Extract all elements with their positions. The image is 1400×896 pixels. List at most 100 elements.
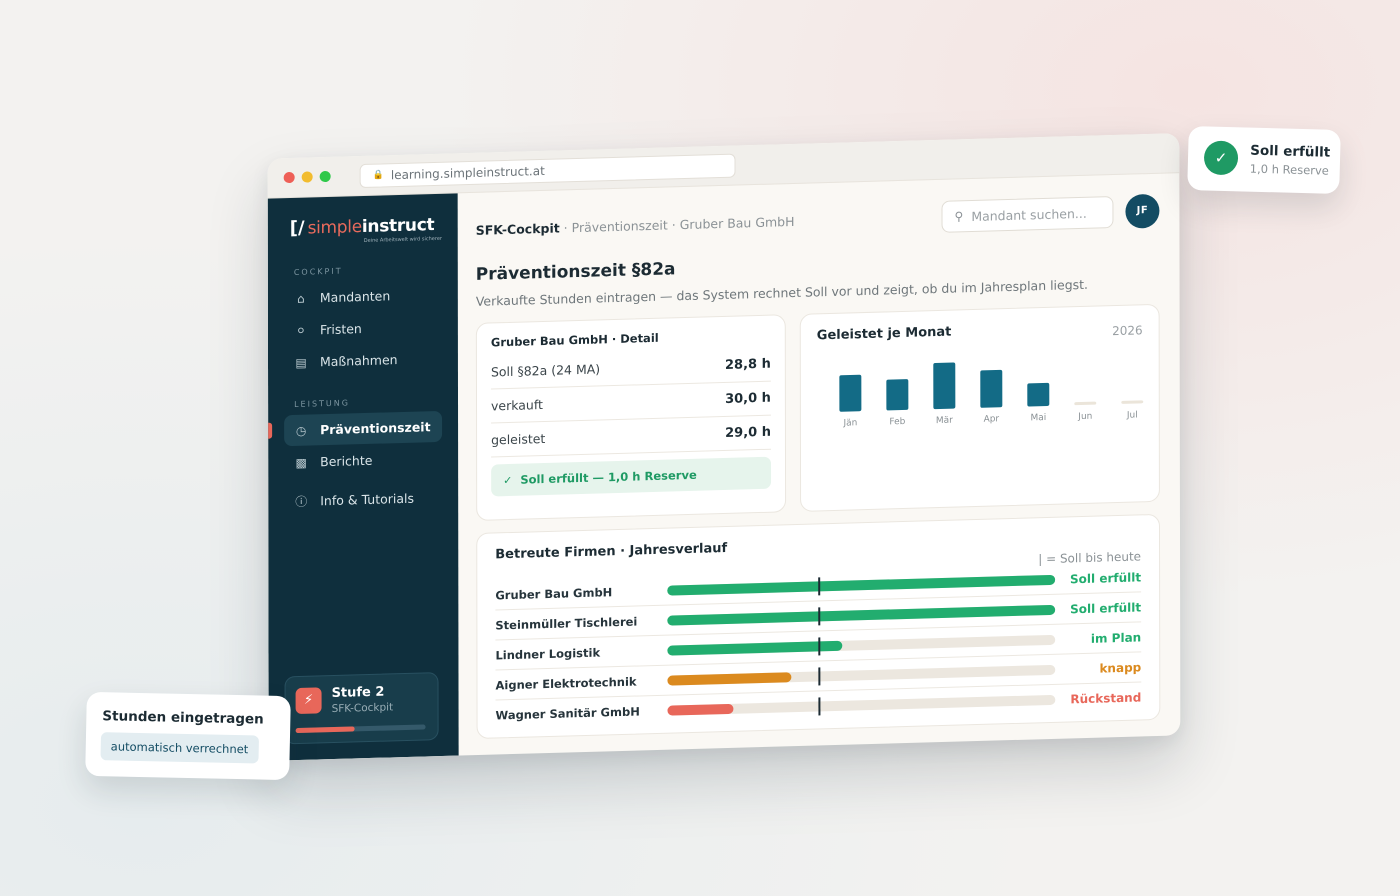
sidebar-item-label: Info & Tutorials [320, 490, 415, 509]
status-badge: Soll erfüllt [1070, 569, 1142, 586]
home-icon: ⌂ [297, 291, 305, 306]
detail-row-value: 29,0 h [725, 424, 771, 441]
progress-track [667, 664, 1056, 686]
detail-row-label: Soll §82a (24 MA) [490, 361, 601, 380]
firm-name: Gruber Bau GmbH [495, 584, 613, 602]
close-window-button[interactable] [283, 171, 295, 184]
chart-tick-label: Feb [889, 417, 905, 427]
logo-instruct: instruct [361, 214, 435, 238]
firm-name: Aigner Elektrotechnik [495, 674, 637, 692]
firm-name: Steinmüller Tischlerei [495, 613, 638, 632]
progress-track [667, 694, 1056, 716]
sidebar-item-fristen[interactable]: ⚪ Fristen [284, 311, 442, 346]
status-badge: im Plan [1090, 629, 1142, 646]
soll-marker [818, 576, 821, 595]
bell-icon: ⚪ [295, 323, 306, 338]
status-badge: knapp [1099, 659, 1142, 676]
progress-fill [667, 671, 792, 686]
progress-track [667, 604, 1056, 626]
breadcrumb-page[interactable]: Präventionszeit [571, 216, 668, 235]
detail-card: Gruber Bau GmbH · Detail Soll §82a (24 M… [475, 314, 787, 521]
chart-tick-label: Apr [984, 414, 1000, 424]
logo-simple: simple [307, 217, 362, 239]
chart-bar[interactable] [933, 362, 956, 410]
app: [/ simple instruct Deine Arbeitswelt wir… [267, 173, 1181, 761]
sidebar-item-label: Präventionszeit [320, 419, 431, 438]
sidebar-item-praeventionszeit[interactable]: ◷ Präventionszeit [284, 410, 443, 447]
stage-title: Stufe 2 [331, 684, 385, 702]
avatar[interactable]: JF [1125, 193, 1160, 229]
section-cockpit: COCKPIT [293, 266, 343, 277]
firm-list: Gruber Bau GmbH Soll erfüllt Steinmüller T… [495, 562, 1141, 730]
sidebar-item-label: Fristen [319, 321, 362, 338]
firms-card: Betreute Firmen · Jahresverlauf | = Soll… [476, 513, 1161, 740]
sidebar-item-berichte[interactable]: ▩ Berichte [284, 443, 442, 478]
chart-tick-label: Jul [1126, 410, 1138, 420]
chart-bar[interactable] [886, 379, 909, 411]
chart-tick-label: Jun [1077, 412, 1092, 422]
sidebar-item-mandanten[interactable]: ⌂ Mandanten [284, 279, 442, 314]
soll-marker [818, 636, 821, 655]
progress-fill [667, 604, 1056, 626]
firm-name: Wagner Sanitär GmbH [495, 704, 640, 723]
progress-track [667, 634, 1056, 656]
clipboard-icon: ▤ [295, 355, 307, 370]
stage-card[interactable]: ⚡ Stufe 2 SFK-Cockpit [284, 672, 439, 745]
bar-chart-icon: ▩ [295, 455, 307, 470]
toast-subtitle: 1,0 h Reserve [1249, 161, 1330, 178]
section-leistung: LEISTUNG [294, 398, 350, 409]
chart-bar[interactable] [839, 374, 862, 412]
check-circle-icon: ✓ [1203, 140, 1239, 176]
soll-marker [818, 666, 821, 685]
breadcrumb-root[interactable]: SFK-Cockpit [475, 219, 560, 238]
detail-row-value: 30,0 h [725, 390, 771, 407]
toast-stunden-eingetragen: Stunden eingetragen automatisch verrechn… [85, 691, 291, 781]
logo-mark: [/ [289, 217, 305, 240]
cards-row: Gruber Bau GmbH · Detail Soll §82a (24 M… [475, 303, 1160, 521]
status-banner-text: Soll erfüllt — 1,0 h Reserve [520, 467, 697, 487]
active-indicator [268, 422, 273, 439]
chart-title: Geleistet je Monat [816, 324, 952, 344]
chart-bar[interactable] [1121, 400, 1144, 404]
stage-progress-fill [295, 726, 355, 734]
sidebar: [/ simple instruct Deine Arbeitswelt wir… [267, 193, 459, 761]
status-badge: Rückstand [1070, 690, 1142, 707]
main-content: SFK-Cockpit · Präventionszeit · Gruber B… [458, 173, 1181, 755]
sidebar-item-label: Berichte [320, 452, 373, 470]
maximize-window-button[interactable] [319, 170, 331, 183]
stage-subtitle: SFK-Cockpit [331, 701, 394, 716]
sidebar-item-info-tutorials[interactable]: ⓘ Info & Tutorials [284, 482, 442, 517]
detail-row-value: 28,8 h [724, 356, 771, 373]
sidebar-item-massnahmen[interactable]: ▤ Maßnahmen [284, 343, 442, 378]
status-banner: ✓ Soll erfüllt — 1,0 h Reserve [491, 456, 772, 497]
toast-title: Soll erfüllt [1250, 142, 1331, 161]
lightning-icon: ⚡ [295, 687, 322, 715]
status-badge: Soll erfüllt [1070, 599, 1142, 616]
bar-chart: Jän Feb Mär Apr Mai Jun Jul [839, 362, 1144, 429]
breadcrumb-client: Gruber Bau GmbH [679, 213, 795, 232]
url-bar[interactable]: 🔒 learning.simpleinstruct.at [359, 153, 736, 188]
minimize-window-button[interactable] [301, 171, 313, 183]
firm-name: Lindner Logistik [495, 645, 601, 662]
search-icon: ⚲ [954, 209, 964, 224]
chart-bar[interactable] [1074, 401, 1097, 406]
chart-year: 2026 [1112, 323, 1143, 339]
chart-tick-label: Jän [842, 418, 857, 428]
chart-bar[interactable] [1027, 382, 1050, 407]
sidebar-item-label: Maßnahmen [319, 352, 398, 370]
soll-marker [818, 606, 821, 625]
search-placeholder: Mandant suchen... [971, 205, 1087, 224]
search-input[interactable]: ⚲ Mandant suchen... [941, 196, 1114, 233]
stage-progress-track [295, 724, 426, 734]
toast-soll-erfuellt: ✓ Soll erfüllt 1,0 h Reserve [1187, 126, 1341, 194]
detail-row-label: verkauft [490, 397, 543, 414]
breadcrumb: SFK-Cockpit · Präventionszeit · Gruber B… [476, 213, 795, 237]
toast-title: Stunden eingetragen [102, 708, 264, 728]
chart-tick-label: Mai [1030, 413, 1046, 423]
chart-tick-label: Mär [936, 416, 953, 426]
toast-pill: automatisch verrechnet [100, 732, 259, 764]
soll-marker [818, 697, 821, 716]
detail-card-title: Gruber Bau GmbH · Detail [490, 330, 659, 350]
chart-bar[interactable] [980, 369, 1003, 408]
